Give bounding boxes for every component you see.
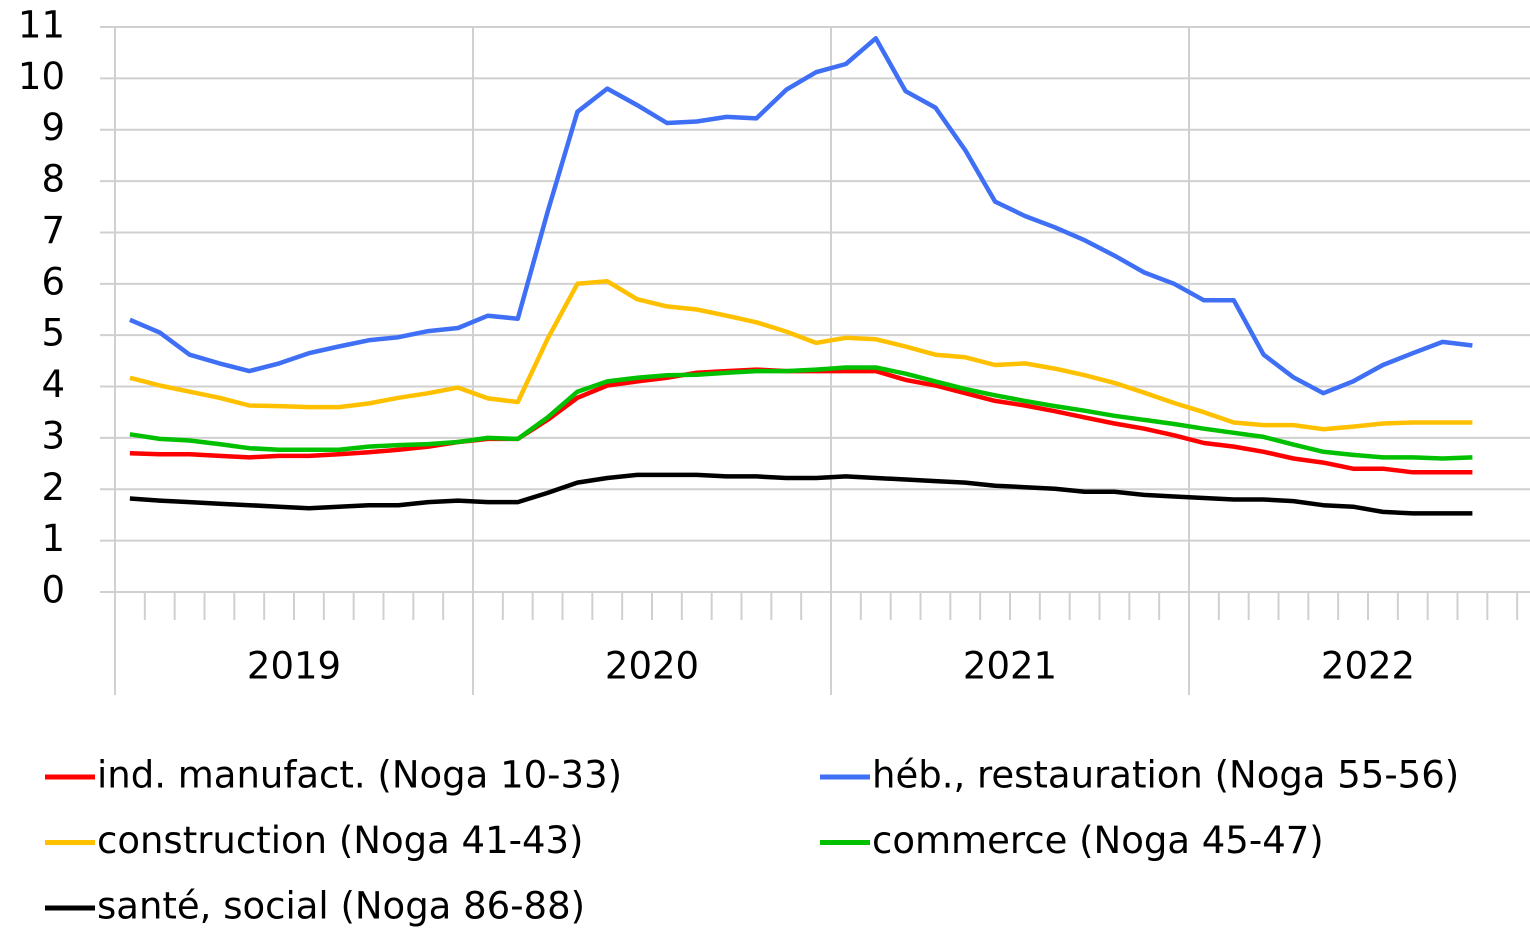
x-group-label: 2021	[963, 645, 1057, 688]
series-line	[129, 472, 1473, 516]
x-group-label: 2019	[247, 645, 341, 688]
y-tick-label: 5	[41, 312, 65, 355]
series-line	[129, 279, 1473, 432]
legend-label: commerce (Noga 45-47)	[872, 819, 1324, 862]
series-line	[129, 36, 1473, 396]
y-tick-label: 2	[41, 466, 65, 509]
legend-label: ind. manufact. (Noga 10-33)	[97, 754, 622, 797]
x-group-label: 2022	[1321, 645, 1415, 688]
legend-label: construction (Noga 41-43)	[97, 819, 583, 862]
y-tick-label: 6	[41, 260, 65, 303]
y-tick-label: 1	[41, 517, 65, 560]
x-group-label: 2020	[605, 645, 699, 688]
series-line	[129, 367, 1473, 475]
y-tick-label: 3	[41, 414, 65, 457]
y-tick-label: 8	[41, 158, 65, 201]
y-tick-label: 0	[41, 569, 65, 612]
y-tick-label: 9	[41, 106, 65, 149]
y-tick-label: 11	[18, 4, 65, 47]
y-tick-label: 4	[41, 363, 65, 406]
legend-label: héb., restauration (Noga 55-56)	[872, 754, 1459, 797]
y-tick-label: 7	[41, 209, 65, 252]
y-tick-label: 10	[18, 55, 65, 98]
legend-label: santé, social (Noga 86-88)	[97, 885, 585, 928]
series-line	[129, 365, 1473, 461]
